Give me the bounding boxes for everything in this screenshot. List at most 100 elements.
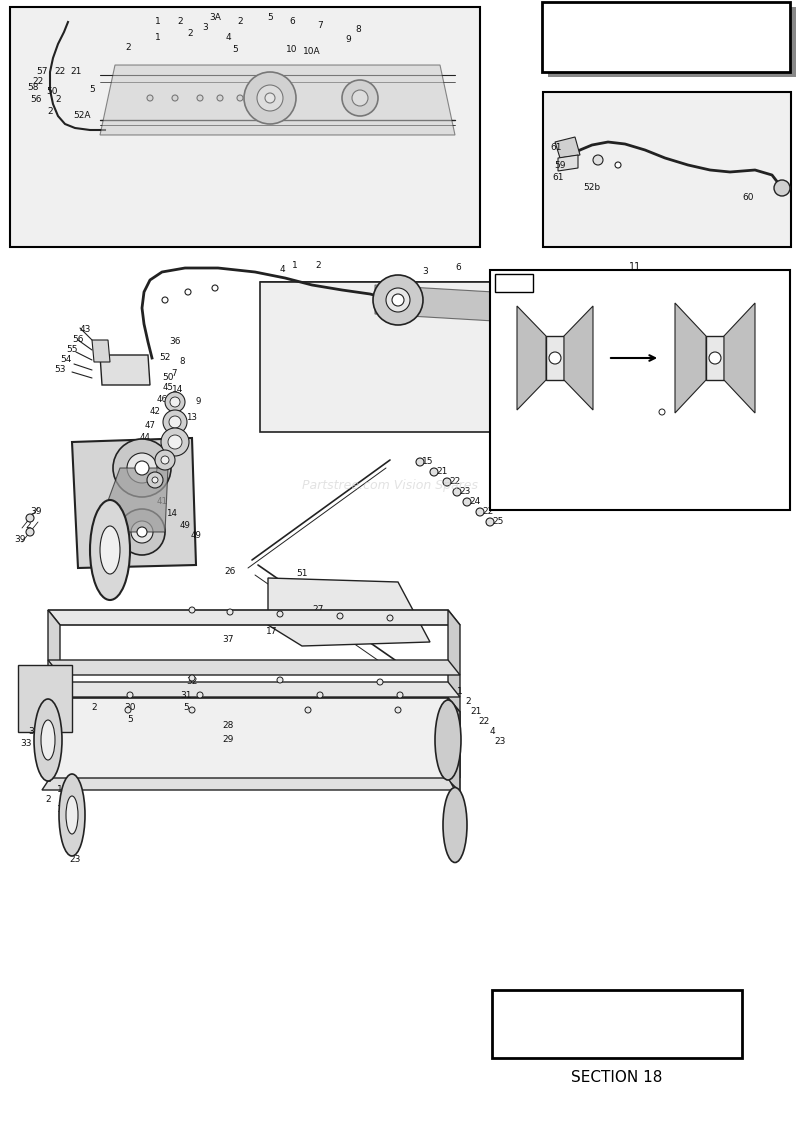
Bar	[706, 336, 724, 380]
Text: 14: 14	[167, 510, 177, 519]
Text: SECTION 18: SECTION 18	[571, 1070, 662, 1085]
Text: 33: 33	[20, 740, 32, 749]
Circle shape	[337, 613, 343, 619]
Text: 3A: 3A	[209, 14, 221, 23]
Ellipse shape	[127, 453, 157, 483]
Text: 59: 59	[554, 161, 565, 170]
Text: 2: 2	[55, 96, 61, 105]
Circle shape	[185, 290, 191, 295]
Text: 1: 1	[155, 17, 161, 26]
Text: 43: 43	[79, 326, 91, 334]
Text: 7: 7	[172, 369, 176, 378]
Text: 8: 8	[355, 25, 361, 34]
Circle shape	[277, 611, 283, 617]
Text: 52A: 52A	[73, 111, 91, 120]
Ellipse shape	[373, 275, 423, 325]
Text: 61: 61	[550, 142, 561, 152]
Bar	[543, 92, 791, 247]
Ellipse shape	[504, 300, 520, 317]
Text: 22: 22	[478, 717, 490, 726]
Circle shape	[212, 285, 218, 291]
Text: 10A: 10A	[303, 48, 321, 57]
Circle shape	[147, 95, 153, 101]
Text: 2: 2	[125, 42, 131, 51]
Ellipse shape	[165, 392, 185, 412]
Polygon shape	[100, 65, 455, 135]
Text: 14: 14	[723, 321, 734, 331]
Text: 60: 60	[742, 194, 754, 203]
Circle shape	[430, 469, 438, 477]
Text: 22: 22	[32, 78, 43, 87]
Text: 4: 4	[225, 33, 231, 42]
Ellipse shape	[59, 774, 85, 856]
Ellipse shape	[100, 526, 120, 575]
Ellipse shape	[161, 456, 169, 464]
Polygon shape	[708, 340, 730, 365]
Polygon shape	[260, 282, 558, 432]
Text: 1: 1	[57, 785, 63, 795]
Text: Double bearing: Double bearing	[680, 428, 750, 437]
Text: 57: 57	[36, 67, 48, 76]
Text: 19: 19	[676, 457, 688, 466]
Text: 21: 21	[436, 467, 448, 477]
Circle shape	[305, 707, 311, 712]
Polygon shape	[675, 303, 706, 413]
Circle shape	[137, 527, 147, 537]
Text: 2: 2	[45, 796, 51, 805]
Circle shape	[549, 352, 561, 364]
Text: 10: 10	[490, 298, 502, 307]
Text: 15: 15	[422, 457, 434, 466]
Text: 58: 58	[27, 82, 38, 91]
Ellipse shape	[493, 290, 531, 327]
Polygon shape	[98, 469, 168, 532]
Text: 5: 5	[128, 716, 133, 725]
Polygon shape	[48, 610, 460, 625]
Text: 22: 22	[55, 67, 66, 76]
Text: 4: 4	[489, 727, 495, 736]
Polygon shape	[555, 137, 580, 158]
Text: 7: 7	[489, 277, 495, 286]
Text: 40**: 40**	[503, 278, 525, 287]
Text: 49: 49	[180, 521, 190, 529]
Text: 17: 17	[266, 627, 277, 636]
Polygon shape	[42, 777, 455, 790]
Polygon shape	[48, 660, 460, 675]
Text: 23: 23	[460, 488, 471, 497]
Text: 16: 16	[654, 398, 666, 407]
Text: 3: 3	[422, 268, 428, 277]
Circle shape	[26, 528, 34, 536]
Ellipse shape	[90, 500, 130, 600]
Polygon shape	[48, 682, 460, 697]
Text: 32: 32	[186, 677, 197, 686]
Text: 2: 2	[47, 107, 53, 116]
Circle shape	[416, 458, 424, 466]
Ellipse shape	[386, 288, 410, 312]
Text: 22: 22	[449, 478, 460, 487]
Circle shape	[659, 409, 665, 415]
Circle shape	[486, 518, 494, 526]
Text: 22: 22	[482, 507, 493, 516]
Text: 47: 47	[144, 421, 156, 430]
Text: 30: 30	[124, 703, 136, 712]
Text: 9: 9	[345, 35, 351, 44]
Text: 26: 26	[225, 568, 236, 577]
Text: 31: 31	[180, 692, 192, 700]
Polygon shape	[375, 285, 528, 323]
Text: 23: 23	[494, 738, 506, 747]
Ellipse shape	[163, 410, 187, 434]
Text: 8: 8	[507, 276, 512, 285]
Polygon shape	[448, 610, 460, 777]
Circle shape	[265, 93, 275, 103]
Bar	[546, 336, 564, 380]
Bar	[548, 7, 796, 78]
Ellipse shape	[152, 477, 158, 483]
Text: 38: 38	[104, 618, 115, 627]
Text: 45: 45	[163, 383, 173, 392]
Text: 34: 34	[28, 727, 39, 736]
Bar	[495, 274, 533, 292]
Circle shape	[397, 692, 403, 698]
Ellipse shape	[169, 416, 181, 428]
Text: 2: 2	[187, 30, 192, 39]
Circle shape	[217, 95, 223, 101]
Circle shape	[593, 155, 603, 165]
